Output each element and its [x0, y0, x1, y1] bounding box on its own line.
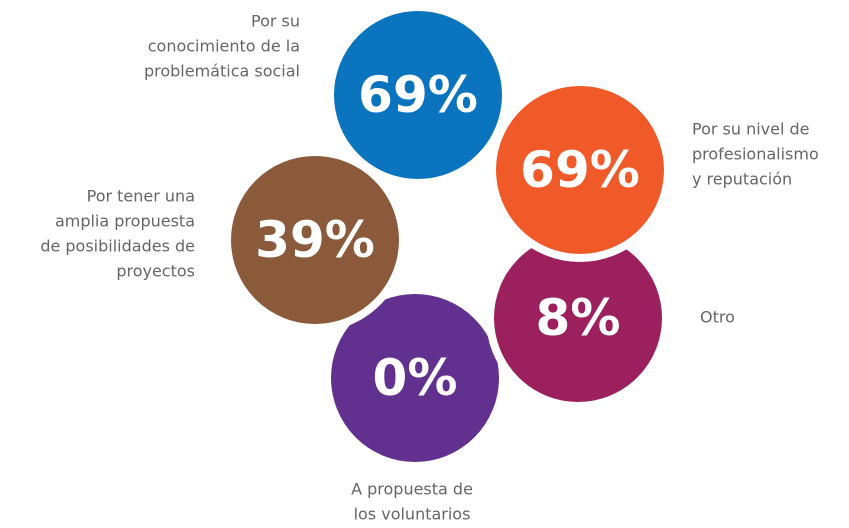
label-line: amplia propuesta — [55, 212, 195, 231]
label-line: y reputación — [692, 170, 792, 189]
label-line: de posibilidades de — [40, 237, 195, 256]
bubble: 8% — [486, 226, 670, 410]
circle — [488, 78, 672, 262]
bubble: 0% — [323, 286, 507, 470]
percentage: 0% — [373, 349, 458, 407]
percentage: 8% — [536, 289, 621, 347]
label-line: conocimiento de la — [148, 37, 300, 56]
label-line: Por tener una — [87, 187, 195, 206]
label-line: Por su nivel de — [692, 120, 810, 139]
label-line: Por su — [251, 12, 300, 31]
label-line: A propuesta de — [351, 480, 473, 499]
bubble: 39% — [223, 148, 407, 332]
percentage: 69% — [358, 66, 478, 124]
bubble: 69% — [488, 78, 672, 262]
label-line: proyectos — [116, 262, 195, 281]
label-line: problemática social — [144, 62, 300, 81]
circle — [326, 3, 510, 187]
label-line: profesionalismo — [692, 145, 819, 164]
label-line: los voluntarios — [354, 505, 471, 524]
percentage: 69% — [520, 141, 640, 199]
circle — [223, 148, 407, 332]
percentage: 39% — [255, 211, 375, 269]
bubble: 69% — [326, 3, 510, 187]
circle — [323, 286, 507, 470]
label-line: Otro — [700, 308, 735, 327]
